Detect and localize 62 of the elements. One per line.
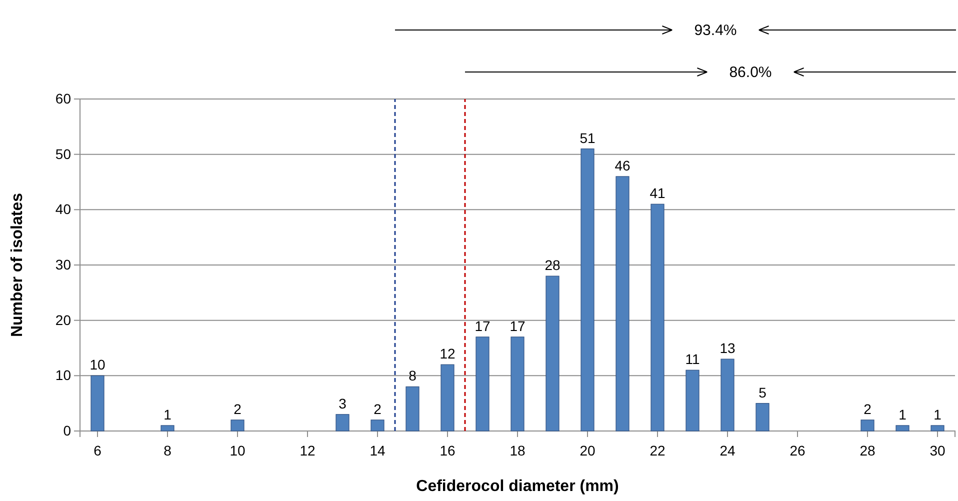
data-label: 1 xyxy=(164,406,172,422)
x-tick-label: 14 xyxy=(370,442,386,458)
data-label: 12 xyxy=(440,346,456,362)
data-label: 3 xyxy=(338,395,347,412)
bar xyxy=(370,420,384,432)
bar xyxy=(580,148,594,432)
data-label: 1 xyxy=(934,406,942,422)
x-axis-title: Cefiderocol diameter (mm) xyxy=(416,478,619,495)
bar xyxy=(476,336,490,432)
data-label: 10 xyxy=(90,356,106,373)
data-label: 8 xyxy=(408,368,417,384)
y-tick-label: 60 xyxy=(55,90,72,106)
data-label: 2 xyxy=(864,400,872,417)
bar xyxy=(160,425,174,432)
data-label: 41 xyxy=(650,185,666,202)
y-tick-label: 0 xyxy=(63,422,72,438)
data-label: 46 xyxy=(614,157,630,174)
bar xyxy=(90,375,104,432)
bar xyxy=(720,358,734,432)
text: 86.0% xyxy=(729,64,772,81)
bar xyxy=(616,176,630,432)
data-label: 13 xyxy=(720,340,736,356)
data-label: 28 xyxy=(544,257,560,274)
text: 93.4% xyxy=(694,22,737,39)
data-label: 2 xyxy=(374,400,382,417)
data-label: 1 xyxy=(898,406,907,422)
x-tick-label: 26 xyxy=(790,442,806,458)
y-tick-label: 50 xyxy=(55,146,72,162)
x-tick-label: 20 xyxy=(580,442,596,458)
y-tick-label: 10 xyxy=(55,367,72,384)
y-axis-title: Number of isolates xyxy=(9,192,26,338)
bar xyxy=(756,403,770,432)
x-tick-label: 22 xyxy=(650,442,666,458)
bar xyxy=(230,420,244,432)
y-tick-label: 20 xyxy=(55,312,72,328)
data-label: 2 xyxy=(234,400,242,417)
bar xyxy=(406,386,420,432)
x-tick-label: 18 xyxy=(510,442,526,458)
data-label: 17 xyxy=(474,318,490,334)
bar xyxy=(546,276,560,432)
y-tick-label: 40 xyxy=(55,201,72,218)
x-tick-label: 8 xyxy=(164,442,172,458)
x-tick-label: 28 xyxy=(860,442,876,458)
x-tick-label: 16 xyxy=(440,442,456,458)
bar xyxy=(860,420,874,432)
bar xyxy=(510,336,524,432)
bar xyxy=(896,425,910,432)
bar xyxy=(930,425,944,432)
x-tick-label: 10 xyxy=(230,442,246,458)
x-tick-label: 6 xyxy=(94,442,102,458)
data-label: 5 xyxy=(758,384,767,400)
bar xyxy=(336,414,350,432)
bar xyxy=(440,364,454,432)
data-label: 11 xyxy=(685,351,700,368)
x-tick-label: 12 xyxy=(300,442,316,458)
bar xyxy=(686,370,700,432)
y-tick-label: 30 xyxy=(55,256,72,272)
x-tick-label: 30 xyxy=(930,442,946,458)
data-label: 17 xyxy=(510,318,526,334)
bar xyxy=(650,204,664,432)
x-tick-label: 24 xyxy=(720,442,736,458)
data-label: 51 xyxy=(580,130,596,146)
